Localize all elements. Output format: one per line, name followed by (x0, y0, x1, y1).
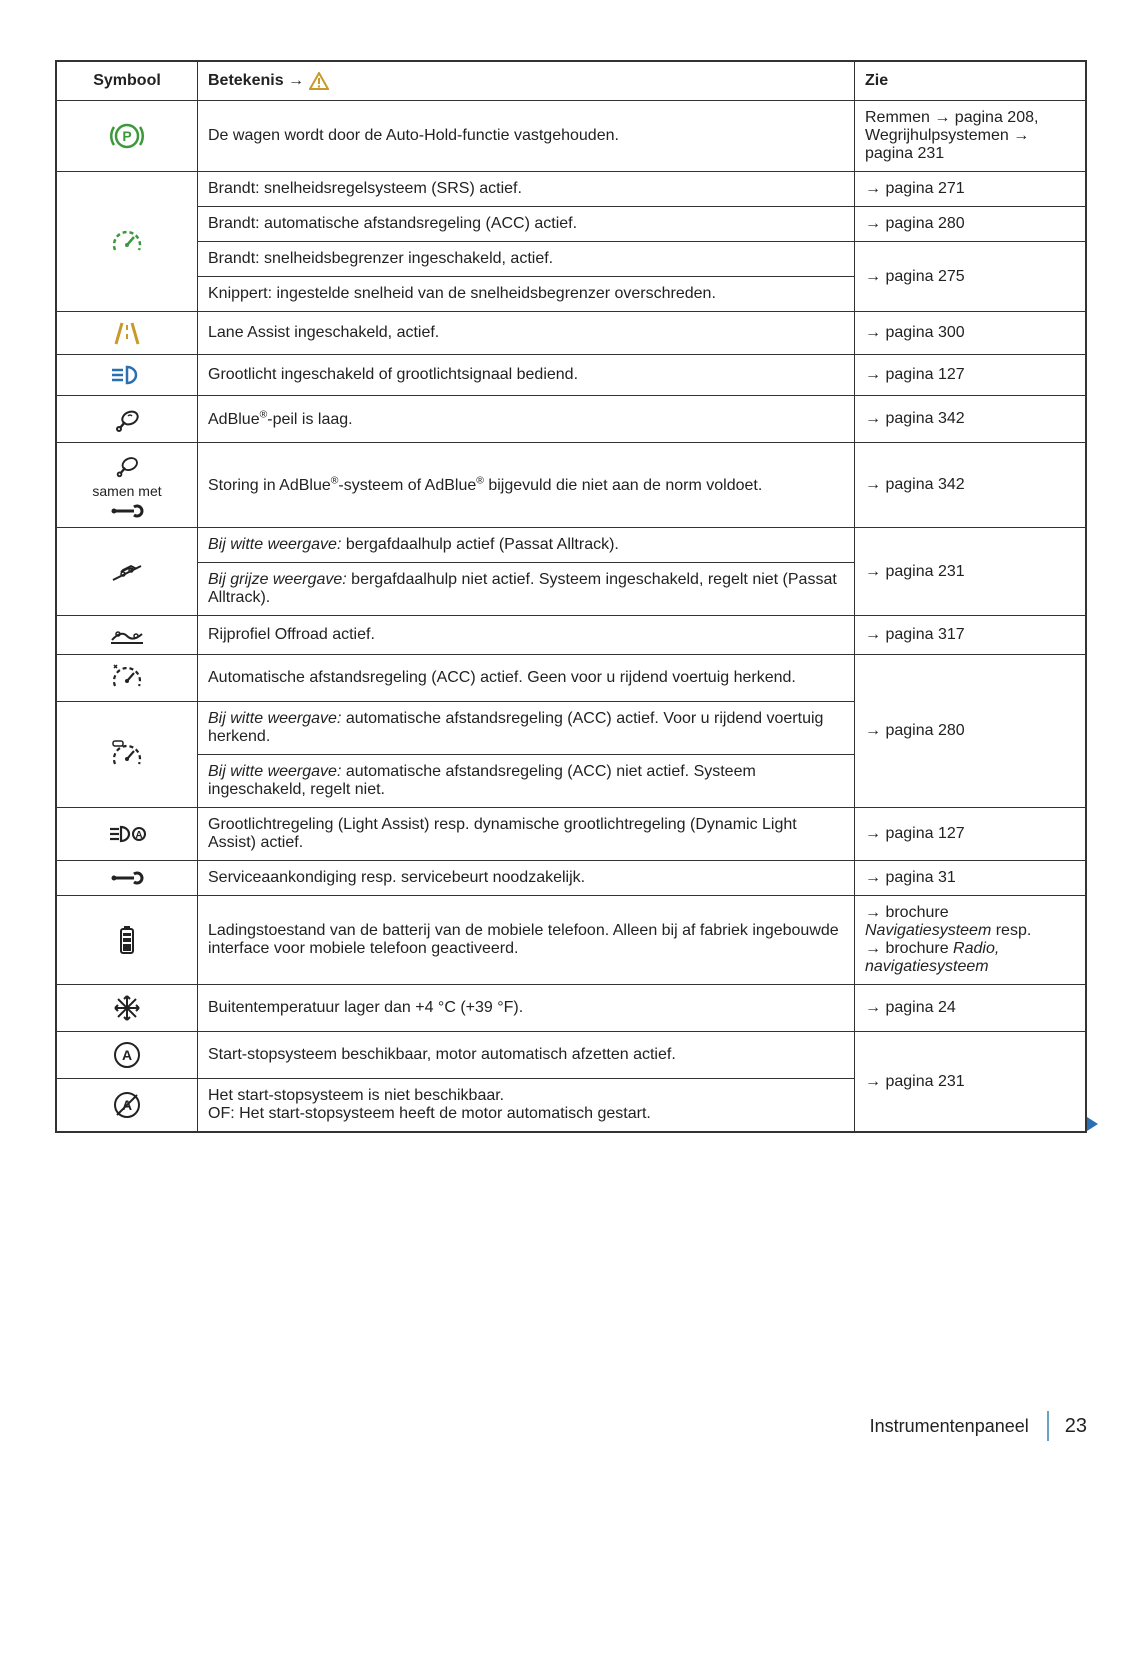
cell-sym-acc-nocar (56, 655, 198, 702)
svg-text:A: A (135, 830, 142, 841)
th-zie: Zie (855, 61, 1087, 101)
cell-desc-startstop-b: Het start-stopsysteem is niet beschikbaa… (198, 1079, 855, 1133)
cell-zie-srs: → pagina 271 (855, 172, 1087, 207)
cell-desc-limiter2: Knippert: ingestelde snelheid van de sne… (198, 277, 855, 312)
wrench-icon (110, 503, 144, 519)
cell-zie-adblue-fault: → pagina 342 (855, 443, 1087, 528)
sym-text-samenmet: samen met (92, 483, 161, 499)
auto-hold-p-icon: P (107, 119, 147, 153)
pre-9c: Bij witte weergave: (208, 763, 341, 780)
cell-sym-frost (56, 985, 198, 1032)
page-continue-arrow-icon (1087, 1117, 1098, 1131)
cell-desc-offroad: Rijprofiel Offroad actief. (198, 616, 855, 655)
pre-9b: Bij witte weergave: (208, 710, 341, 727)
cell-desc-startstop-a: Start-stopsysteem beschikbaar, motor aut… (198, 1032, 855, 1079)
warning-triangle-icon (309, 72, 329, 90)
pre-7b: Bij grijze weergave: (208, 571, 347, 588)
light-assist-icon: A (107, 822, 147, 846)
lane-assist-icon (110, 320, 144, 346)
svg-text:A: A (122, 1047, 132, 1063)
cell-desc-limiter1: Brandt: snelheidsbegrenzer ingeschakeld,… (198, 242, 855, 277)
th-symbool: Symbool (56, 61, 198, 101)
txt-7a: bergafdaalhulp actief (Passat Alltrack). (341, 536, 618, 553)
cell-sym-offroad (56, 616, 198, 655)
cell-sym-startstop: A (56, 1032, 198, 1079)
cell-zie-adblue-low: → pagina 342 (855, 396, 1087, 443)
cell-sym-lane (56, 312, 198, 355)
cell-sym-cruise (56, 172, 198, 312)
cell-zie-offroad: → pagina 317 (855, 616, 1087, 655)
cell-desc-acc-car-white: Bij witte weergave: automatische afstand… (198, 702, 855, 755)
footer-page-number: 23 (1065, 1415, 1087, 1438)
cell-desc-autohold: De wagen wordt door de Auto-Hold-functie… (198, 101, 855, 172)
cell-sym-adblue-low (56, 396, 198, 443)
cruise-gauge-icon (110, 227, 144, 257)
start-stop-a-icon: A (112, 1040, 142, 1070)
txt-adblue-fault: Storing in AdBlue®-systeem of AdBlue® bi… (208, 477, 762, 494)
cell-desc-downhill-grey: Bij grijze weergave: bergafdaalhulp niet… (198, 563, 855, 616)
cell-desc-acc1: Brandt: automatische afstandsregeling (A… (198, 207, 855, 242)
downhill-assist-icon (109, 558, 145, 586)
cell-zie-acc-group: → pagina 280 (855, 655, 1087, 808)
phone-battery-icon (116, 924, 138, 956)
cell-zie-downhill: → pagina 231 (855, 528, 1087, 616)
cell-sym-downhill (56, 528, 198, 616)
snowflake-icon (112, 993, 142, 1023)
cell-desc-battery: Ladingstoestand van de batterij van de m… (198, 896, 855, 985)
cell-zie-highbeam: → pagina 127 (855, 355, 1087, 396)
svg-text:P: P (122, 128, 131, 144)
cell-desc-highbeam: Grootlicht ingeschakeld of grootlichtsig… (198, 355, 855, 396)
cell-zie-acc1: → pagina 280 (855, 207, 1087, 242)
cell-zie-startstop: → pagina 231 (855, 1032, 1087, 1133)
txt-adblue-low: AdBlue®-peil is laag. (208, 411, 353, 428)
pre-7a: Bij witte weergave: (208, 536, 341, 553)
cell-sym-startstop-off: A (56, 1079, 198, 1133)
cell-sym-service (56, 861, 198, 896)
cell-desc-acc-notactive: Bij witte weergave: automatische afstand… (198, 755, 855, 808)
adblue-bottle-icon-2 (112, 451, 142, 479)
cell-desc-srs: Brandt: snelheidsregelsysteem (SRS) acti… (198, 172, 855, 207)
high-beam-icon (109, 363, 145, 387)
cell-sym-adblue-fault: samen met (56, 443, 198, 528)
symbol-table: Symbool Betekenis → Zie P (55, 60, 1087, 1133)
service-wrench-icon (110, 870, 144, 886)
start-stop-a-off-icon: A (112, 1090, 142, 1120)
footer-separator (1047, 1411, 1049, 1441)
th-betekenis: Betekenis → (198, 61, 855, 101)
th-betekenis-text: Betekenis → (208, 72, 304, 89)
cell-sym-autohold: P (56, 101, 198, 172)
cell-zie-limiter: → pagina 275 (855, 242, 1087, 312)
cell-zie-frost: → pagina 24 (855, 985, 1087, 1032)
cell-desc-downhill-white: Bij witte weergave: bergafdaalhulp actie… (198, 528, 855, 563)
footer-section-title: Instrumentenpaneel (870, 1416, 1047, 1437)
cell-desc-lightassist: Grootlichtregeling (Light Assist) resp. … (198, 808, 855, 861)
acc-gauge-car-icon (110, 739, 144, 771)
cell-desc-frost: Buitentemperatuur lager dan +4 °C (+39 °… (198, 985, 855, 1032)
offroad-icon (107, 624, 147, 646)
cell-zie-lane: → pagina 300 (855, 312, 1087, 355)
page-footer: Instrumentenpaneel 23 (55, 1411, 1087, 1441)
cell-zie-lightassist: → pagina 127 (855, 808, 1087, 861)
acc-gauge-icon (110, 663, 144, 693)
cell-desc-acc-nocar: Automatische afstandsregeling (ACC) acti… (198, 655, 855, 702)
cell-zie-service: → pagina 31 (855, 861, 1087, 896)
cell-desc-lane: Lane Assist ingeschakeld, actief. (198, 312, 855, 355)
txt-zie-battery: → brochure Navigatiesysteem resp.→ broch… (865, 904, 1031, 975)
cell-sym-lightassist: A (56, 808, 198, 861)
cell-sym-battery (56, 896, 198, 985)
cell-sym-acc-car (56, 702, 198, 808)
cell-zie-autohold: Remmen → pagina 208, Wegrijhulpsystemen … (855, 101, 1087, 172)
cell-desc-service: Serviceaankondiging resp. servicebeurt n… (198, 861, 855, 896)
adblue-bottle-icon (112, 404, 142, 434)
cell-zie-battery: → brochure Navigatiesysteem resp.→ broch… (855, 896, 1087, 985)
cell-desc-adblue-fault: Storing in AdBlue®-systeem of AdBlue® bi… (198, 443, 855, 528)
cell-desc-adblue-low: AdBlue®-peil is laag. (198, 396, 855, 443)
cell-sym-highbeam (56, 355, 198, 396)
